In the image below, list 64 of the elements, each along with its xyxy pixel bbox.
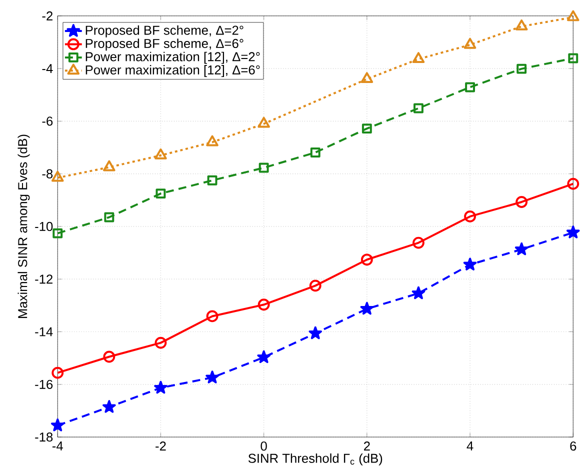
point: [154, 336, 167, 349]
point: [104, 212, 114, 222]
point: [464, 38, 476, 49]
x-tick-label: 6: [570, 442, 576, 451]
point: [514, 242, 528, 256]
y-tick-label: -2: [42, 12, 52, 21]
y-tick-label: -12: [35, 274, 52, 284]
x-tick-label: 0: [260, 442, 267, 451]
point: [566, 226, 580, 238]
point: [154, 148, 167, 160]
legend-label: Power maximization [12], Δ=6°: [86, 65, 260, 78]
legend-label: Proposed BF scheme, Δ=6°: [86, 38, 244, 51]
y-tick-label: -18: [35, 432, 53, 442]
point: [51, 170, 64, 182]
x-axis-title: SINR Threshold Γ$_{c}$ (dB): [248, 454, 382, 466]
point: [206, 370, 219, 384]
legend-label: Power maximization [12], Δ=2°: [86, 52, 260, 64]
point: [103, 160, 116, 172]
point: [207, 176, 218, 186]
point: [360, 302, 374, 315]
y-tick-label: -10: [35, 222, 53, 232]
x-tick-label: 4: [466, 442, 474, 451]
point: [206, 135, 218, 146]
point: [412, 52, 425, 64]
y-tick-label: -8: [42, 169, 53, 179]
y-tick-label: -4: [42, 64, 53, 74]
point: [412, 236, 424, 249]
point: [206, 310, 218, 322]
point: [412, 286, 426, 300]
point: [360, 254, 373, 266]
point: [50, 418, 64, 432]
point: [258, 116, 270, 128]
point: [258, 162, 269, 173]
point: [360, 72, 374, 84]
point: [414, 103, 424, 114]
y-tick-label: -6: [42, 116, 53, 126]
y-tick-label: -14: [35, 327, 53, 336]
point: [308, 326, 322, 340]
point: [568, 53, 578, 64]
point: [463, 258, 477, 271]
point: [516, 196, 528, 208]
point: [309, 280, 322, 292]
legend-label: Proposed BF scheme, Δ=2°: [86, 26, 244, 38]
x-tick-label: -2: [156, 442, 166, 451]
x-tick-label: -4: [52, 442, 63, 451]
point: [516, 64, 527, 74]
point: [257, 350, 270, 364]
point: [52, 228, 63, 238]
point: [464, 210, 476, 223]
point: [465, 82, 475, 92]
y-tick-label: -16: [35, 380, 53, 390]
point: [566, 10, 580, 22]
x-tick-label: 2: [364, 442, 370, 451]
point: [567, 178, 580, 190]
point: [258, 298, 270, 311]
point: [103, 350, 116, 363]
point: [52, 366, 64, 379]
point: [154, 381, 168, 394]
point: [102, 400, 116, 413]
y-axis-title: Maximal SINR among Eves (dB): [18, 134, 30, 318]
point: [515, 20, 528, 31]
point: [310, 148, 320, 158]
point: [362, 124, 372, 134]
point: [156, 188, 166, 199]
